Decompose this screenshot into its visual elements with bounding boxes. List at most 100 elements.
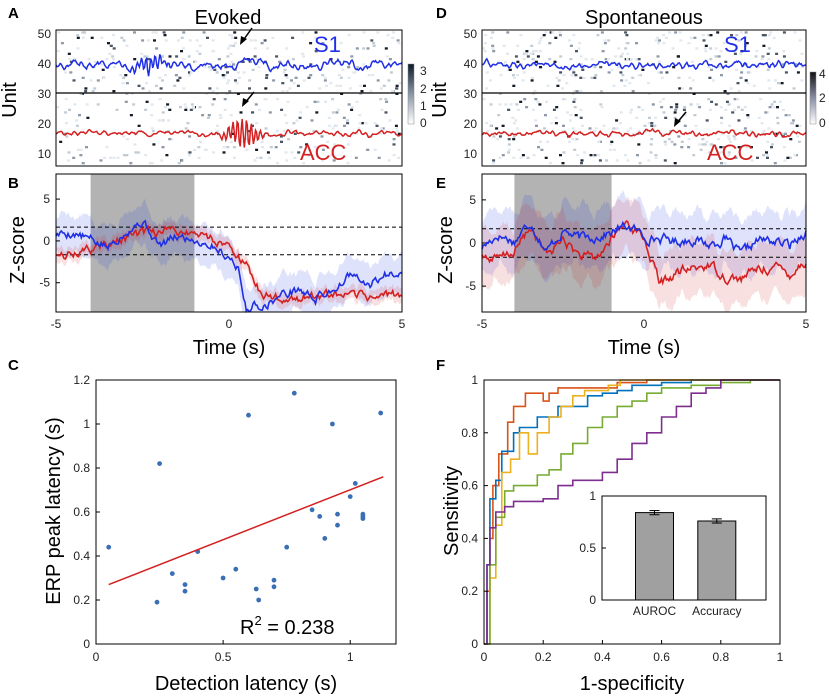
raster-cell <box>521 79 525 82</box>
raster-cell <box>267 156 271 159</box>
raster-cell <box>535 50 539 53</box>
raster-cell <box>282 130 286 133</box>
raster-cell <box>512 156 516 159</box>
raster-cell <box>81 76 85 79</box>
raster-cell <box>619 71 623 74</box>
raster-cell <box>90 36 94 39</box>
raster-cell <box>647 92 651 95</box>
raster-cell <box>215 92 219 95</box>
raster-cell <box>170 138 174 141</box>
raster-cell <box>105 146 109 149</box>
scatter-point <box>271 577 277 583</box>
raster-cell <box>251 111 254 114</box>
raster-cell <box>276 98 279 101</box>
raster-cell <box>800 79 804 82</box>
raster-cell <box>150 162 154 165</box>
raster-cell <box>261 146 264 149</box>
raster-cell <box>795 124 799 127</box>
raster-cell <box>660 106 664 109</box>
raster-cell <box>72 79 76 82</box>
raster-cell <box>144 108 148 111</box>
raster-cell <box>362 31 366 34</box>
raster-cell <box>168 108 172 111</box>
raster-cell <box>776 122 780 125</box>
scatter-point <box>246 412 251 418</box>
raster-cell <box>112 34 116 37</box>
raster-cell <box>334 124 338 127</box>
raster-cell <box>355 132 359 135</box>
raster-cell <box>297 151 301 154</box>
raster-cell <box>783 159 787 162</box>
raster-cell <box>64 71 68 74</box>
raster-cell <box>66 159 70 162</box>
raster-cell <box>761 34 765 37</box>
raster-cell <box>575 138 579 141</box>
raster-cell <box>255 148 259 151</box>
raster-cell <box>275 130 279 133</box>
raster-cell <box>762 154 765 157</box>
raster-cell <box>534 119 537 122</box>
arrow-icon <box>674 111 687 127</box>
raster-cell <box>507 143 511 146</box>
raster-cell <box>497 114 501 117</box>
panel-a-cbar-tick-3: 3 <box>420 64 427 78</box>
panel-a-s1-trace <box>55 54 403 77</box>
raster-cell <box>522 71 526 74</box>
raster-cell <box>159 87 163 90</box>
raster-cell <box>615 159 619 162</box>
raster-cell <box>693 36 697 39</box>
raster-cell <box>687 146 691 149</box>
panel-d: D Spontaneous Unit 50 40 30 20 10 S1 ACC… <box>429 5 826 167</box>
panel-f-xticks: 0 0.2 0.4 0.6 0.8 1 <box>481 650 784 664</box>
panel-a-s1-label: S1 <box>314 32 341 57</box>
raster-cell <box>398 82 402 85</box>
raster-cell <box>744 44 748 47</box>
panel-b-xlabel: Time (s) <box>193 337 266 359</box>
raster-cell <box>766 156 769 159</box>
raster-cell <box>647 159 651 162</box>
raster-cell <box>153 39 156 42</box>
raster-cell <box>112 47 116 50</box>
raster-cell <box>379 98 383 101</box>
raster-cell <box>740 108 744 111</box>
raster-cell <box>717 138 720 141</box>
raster-cell <box>674 108 678 111</box>
raster-cell <box>359 84 363 87</box>
raster-cell <box>531 52 535 55</box>
raster-cell <box>767 127 771 130</box>
raster-cell <box>519 34 523 37</box>
raster-cell <box>757 116 761 119</box>
raster-cell <box>355 100 359 103</box>
raster-cell <box>364 122 368 125</box>
raster-cell <box>325 84 329 87</box>
raster-cell <box>629 127 633 130</box>
raster-cell <box>714 47 718 50</box>
raster-cell <box>690 60 694 63</box>
raster-cell <box>201 114 205 117</box>
raster-cell <box>770 146 773 149</box>
raster-cell <box>385 100 389 103</box>
raster-cell <box>285 76 289 79</box>
panel-b-xticks: -5 0 5 <box>51 317 406 331</box>
raster-cell <box>211 103 215 106</box>
panel-d-axes <box>481 29 807 167</box>
raster-cell <box>657 71 661 74</box>
raster-cell <box>657 42 660 45</box>
raster-cell <box>187 55 191 58</box>
raster-cell <box>183 103 187 106</box>
raster-cell <box>379 87 383 90</box>
raster-cell <box>209 68 213 71</box>
raster-cell <box>535 124 538 127</box>
raster-cell <box>272 79 276 82</box>
raster-cell <box>385 55 389 58</box>
raster-cell <box>702 39 706 42</box>
raster-cell <box>75 119 79 122</box>
raster-cell <box>206 36 209 39</box>
raster-cell <box>574 114 578 117</box>
raster-cell <box>163 106 167 109</box>
raster-cell <box>283 68 287 71</box>
raster-cell <box>662 111 666 114</box>
raster-cell <box>328 124 332 127</box>
raster-cell <box>388 119 392 122</box>
raster-cell <box>559 55 563 58</box>
